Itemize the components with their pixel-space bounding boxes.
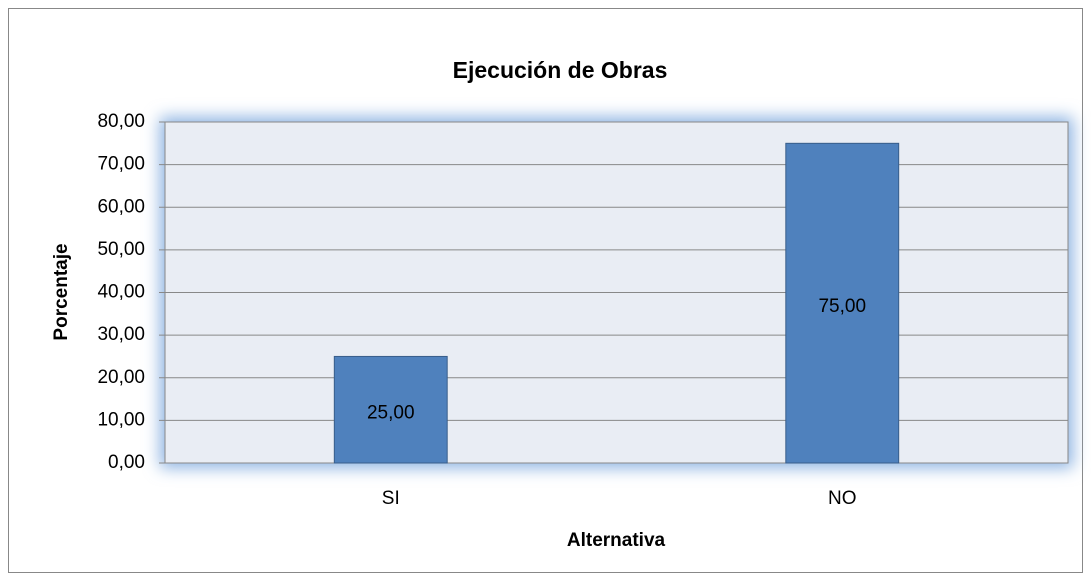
y-tick-label: 10,00 xyxy=(97,409,145,430)
bar xyxy=(333,355,448,464)
y-tick-label: 40,00 xyxy=(97,282,145,303)
chart-title: Ejecución de Obras xyxy=(453,57,668,83)
y-tick-label: 30,00 xyxy=(97,324,145,345)
y-tick-label: 80,00 xyxy=(97,111,145,132)
y-tick-label: 20,00 xyxy=(97,367,145,388)
bar xyxy=(785,142,900,464)
y-tick-label: 0,00 xyxy=(108,452,145,473)
x-tick-label: NO xyxy=(828,488,857,509)
y-tick-label: 70,00 xyxy=(97,154,145,175)
y-tick-label: 60,00 xyxy=(97,196,145,217)
data-label: 75,00 xyxy=(818,296,866,317)
x-tick-label: SI xyxy=(382,488,400,509)
y-tick-label: 50,00 xyxy=(97,239,145,260)
data-label: 25,00 xyxy=(367,403,415,424)
x-axis-title: Alternativa xyxy=(567,530,666,551)
y-axis-title: Porcentaje xyxy=(51,243,72,340)
